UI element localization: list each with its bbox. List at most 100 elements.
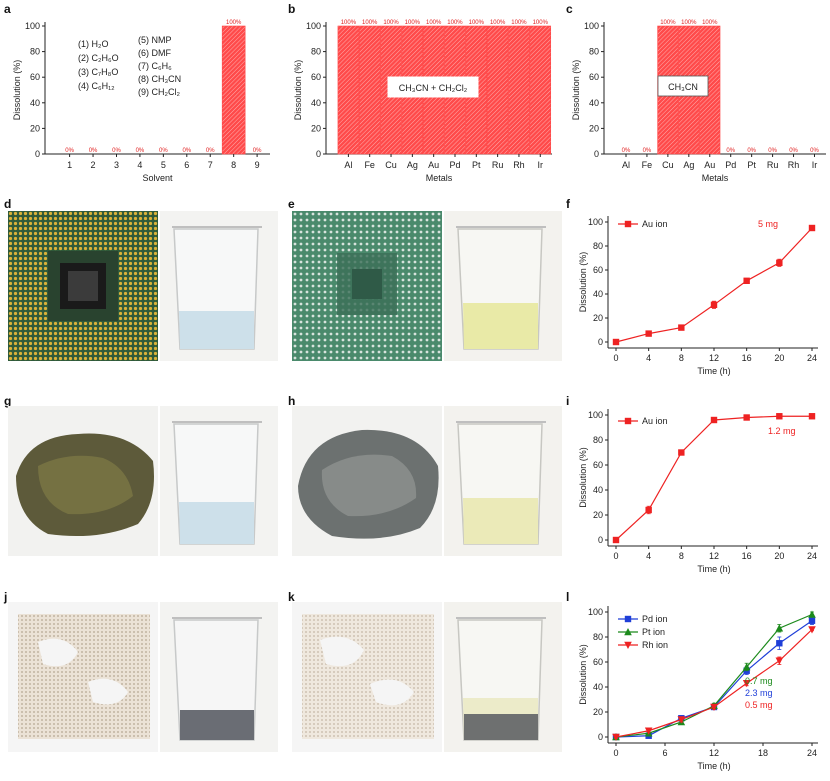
- y-axis-title: Dissolution (%): [578, 252, 588, 313]
- legend-label: Rh ion: [642, 640, 668, 650]
- y-tick-label: 40: [30, 98, 40, 108]
- bar-value-label: 0%: [622, 148, 631, 154]
- bar-value-label: 0%: [206, 148, 215, 154]
- x-tick-label: Rh: [788, 160, 800, 170]
- x-tick-label: 6: [662, 748, 667, 758]
- mass-note: 2.3 mg: [745, 688, 773, 698]
- y-axis-title: Dissolution (%): [571, 60, 581, 121]
- beaker-clear-liquid-icon: [160, 406, 278, 556]
- bar-value-label: 100%: [341, 20, 357, 26]
- solvent-annotation: CH₃CN: [668, 82, 698, 92]
- x-tick-label: 7: [208, 160, 213, 170]
- mass-note: 0.5 mg: [745, 700, 773, 710]
- data-point: [775, 624, 784, 632]
- bar-value-label: 0%: [253, 148, 262, 154]
- x-tick-label: Al: [344, 160, 352, 170]
- x-tick-label: Ir: [538, 160, 544, 170]
- y-axis-title: Dissolution (%): [293, 60, 303, 121]
- bar-value-label: 0%: [136, 148, 145, 154]
- x-tick-label: Au: [428, 160, 439, 170]
- y-tick-label: 100: [588, 217, 603, 227]
- legend-label: Pd ion: [642, 614, 668, 624]
- data-point: [808, 610, 816, 618]
- x-tick-label: 3: [114, 160, 119, 170]
- data-point: [677, 716, 686, 724]
- bar-value-label: 100%: [660, 20, 676, 26]
- x-tick-label: 1: [67, 160, 72, 170]
- x-tick-label: 12: [709, 353, 719, 363]
- solvent-legend-item: (2) C₂H₆O: [78, 53, 119, 63]
- y-axis-title: Dissolution (%): [578, 644, 588, 705]
- panel-letter-i: i: [566, 394, 570, 408]
- data-point: [808, 413, 816, 420]
- y-tick-label: 100: [588, 410, 603, 420]
- data-point: [645, 330, 652, 337]
- y-tick-label: 40: [593, 485, 603, 495]
- x-axis-title: Metals: [702, 173, 729, 183]
- bar-value-label: 0%: [643, 148, 652, 154]
- x-tick-label: 24: [807, 353, 817, 363]
- data-point: [710, 416, 718, 424]
- bar-value-label: 100%: [490, 20, 506, 26]
- x-tick-label: 4: [646, 353, 651, 363]
- y-tick-label: 20: [593, 313, 603, 323]
- cpu-stripped-photo: [292, 211, 562, 361]
- bar-value-label: 0%: [89, 148, 98, 154]
- x-tick-label: Pd: [725, 160, 736, 170]
- bar-value-label: 100%: [426, 20, 442, 26]
- y-tick-label: 40: [593, 682, 603, 692]
- data-point: [742, 680, 751, 688]
- y-tick-label: 80: [593, 241, 603, 251]
- data-point: [624, 641, 632, 649]
- x-tick-label: Ag: [683, 160, 694, 170]
- bar-value-label: 0%: [768, 148, 777, 154]
- x-tick-label: 4: [646, 551, 651, 561]
- bar-value-label: 100%: [362, 20, 378, 26]
- x-tick-label: 24: [807, 551, 817, 561]
- data-point: [624, 220, 632, 228]
- y-tick-label: 80: [589, 47, 599, 57]
- x-tick-label: 12: [709, 551, 719, 561]
- data-point: [743, 414, 750, 421]
- x-tick-label: 16: [742, 353, 752, 363]
- annotation-box: [657, 75, 709, 97]
- x-tick-label: Cu: [662, 160, 674, 170]
- y-tick-label: 60: [30, 72, 40, 82]
- x-axis-title: Time (h): [697, 761, 730, 771]
- y-tick-label: 100: [588, 607, 603, 617]
- bar-value-label: 0%: [726, 148, 735, 154]
- data-point: [776, 413, 783, 420]
- data-point: [742, 663, 751, 671]
- panel-letter-k: k: [288, 590, 295, 604]
- x-tick-label: 24: [807, 748, 817, 758]
- y-tick-label: 60: [593, 265, 603, 275]
- y-tick-label: 100: [584, 21, 599, 31]
- y-tick-label: 80: [593, 435, 603, 445]
- x-tick-label: 8: [679, 353, 684, 363]
- data-point: [776, 640, 783, 647]
- x-tick-label: Fe: [642, 160, 653, 170]
- y-tick-label: 20: [593, 510, 603, 520]
- y-tick-label: 20: [311, 123, 321, 133]
- annotation-box: [387, 76, 479, 98]
- x-axis-title: Time (h): [697, 366, 730, 376]
- solvent-legend-item: (9) CH₂Cl₂: [138, 87, 180, 97]
- bar-value-label: 0%: [789, 148, 798, 154]
- bar-value-label: 100%: [469, 20, 485, 26]
- x-tick-label: Pd: [449, 160, 460, 170]
- y-tick-label: 80: [593, 632, 603, 642]
- x-tick-label: Au: [704, 160, 715, 170]
- data-point: [612, 536, 620, 544]
- x-tick-label: 5: [161, 160, 166, 170]
- panel-letter-j: j: [4, 590, 8, 604]
- x-tick-label: Ru: [492, 160, 504, 170]
- y-tick-label: 80: [311, 47, 321, 57]
- x-tick-label: Ir: [812, 160, 818, 170]
- solvent-legend-item: (8) CH₃CN: [138, 74, 181, 84]
- x-tick-label: 0: [613, 748, 618, 758]
